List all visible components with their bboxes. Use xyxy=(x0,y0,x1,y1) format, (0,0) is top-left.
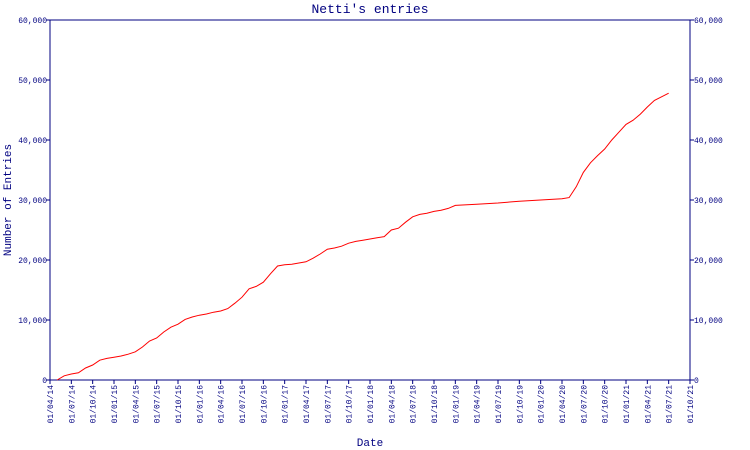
x-tick-label: 01/01/17 xyxy=(282,385,291,424)
y2-tick-label: 60,000 xyxy=(694,17,723,26)
y2-tick-label: 50,000 xyxy=(694,77,723,86)
x-tick-label: 01/10/21 xyxy=(687,385,696,424)
x-tick-label: 01/10/18 xyxy=(431,385,440,424)
y-tick-label: 10,000 xyxy=(18,317,47,326)
x-tick-label: 01/07/20 xyxy=(580,385,589,424)
x-tick-label: 01/04/18 xyxy=(388,385,397,424)
chart-title: Netti's entries xyxy=(311,2,428,17)
y-axis-label: Number of Entries xyxy=(3,144,15,256)
x-tick-label: 01/10/14 xyxy=(90,385,99,424)
x-tick-label: 01/04/14 xyxy=(47,385,56,424)
y2-tick-label: 40,000 xyxy=(694,137,723,146)
data-line xyxy=(56,92,669,381)
x-tick-label: 01/07/21 xyxy=(666,385,675,424)
x-tick-label: 01/04/16 xyxy=(218,385,227,424)
x-tick-label: 01/10/17 xyxy=(346,385,355,424)
x-tick-label: 01/01/19 xyxy=(452,385,461,424)
x-tick-label: 01/07/14 xyxy=(68,385,77,424)
y-tick-label: 50,000 xyxy=(18,77,47,86)
x-tick-label: 01/07/15 xyxy=(154,385,163,424)
x-tick-label: 01/07/19 xyxy=(495,385,504,424)
x-tick-label: 01/04/19 xyxy=(474,385,483,424)
x-tick-label: 01/10/19 xyxy=(516,385,525,424)
x-tick-label: 01/10/15 xyxy=(175,385,184,424)
x-tick-label: 01/07/16 xyxy=(239,385,248,424)
x-tick-label: 01/01/18 xyxy=(367,385,376,424)
y2-tick-label: 20,000 xyxy=(694,257,723,266)
y2-tick-label: 10,000 xyxy=(694,317,723,326)
y-tick-label: 60,000 xyxy=(18,17,47,26)
x-tick-label: 01/07/18 xyxy=(410,385,419,424)
y2-tick-label: 30,000 xyxy=(694,197,723,206)
x-tick-label: 01/01/20 xyxy=(538,385,547,424)
x-tick-label: 01/04/20 xyxy=(559,385,568,424)
x-tick-label: 01/01/15 xyxy=(111,385,120,424)
x-tick-label: 01/04/21 xyxy=(644,385,653,424)
y-tick-label: 0 xyxy=(42,377,47,386)
y2-tick-label: 0 xyxy=(694,377,699,386)
y-tick-label: 40,000 xyxy=(18,137,47,146)
x-tick-label: 01/04/17 xyxy=(303,385,312,424)
x-tick-label: 01/04/15 xyxy=(132,385,141,424)
x-tick-label: 01/07/17 xyxy=(324,385,333,424)
x-tick-label: 01/01/16 xyxy=(196,385,205,424)
x-tick-label: 01/10/16 xyxy=(260,385,269,424)
y-tick-label: 20,000 xyxy=(18,257,47,266)
y-tick-label: 30,000 xyxy=(18,197,47,206)
x-tick-label: 01/01/21 xyxy=(623,385,632,424)
x-tick-label: 01/10/20 xyxy=(602,385,611,424)
plot-frame xyxy=(49,19,691,381)
x-axis-label: Date xyxy=(357,438,383,450)
